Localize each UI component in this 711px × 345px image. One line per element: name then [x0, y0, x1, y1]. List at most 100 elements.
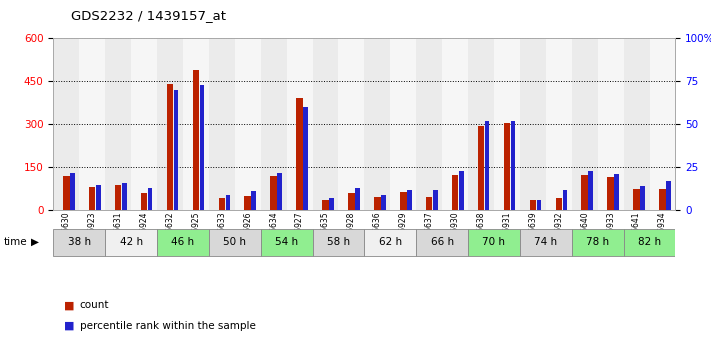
Bar [313, 229, 364, 256]
Bar [89, 187, 95, 210]
Bar [442, 38, 468, 210]
Bar [200, 85, 204, 210]
Bar [277, 172, 282, 210]
Bar [598, 38, 624, 210]
Bar [338, 38, 364, 210]
Bar [105, 229, 157, 256]
Bar [157, 38, 183, 210]
Bar [79, 38, 105, 210]
Text: count: count [80, 300, 109, 310]
Bar [624, 38, 650, 210]
Bar [641, 186, 645, 210]
Bar [225, 195, 230, 210]
Bar [478, 126, 484, 210]
Text: percentile rank within the sample: percentile rank within the sample [80, 321, 255, 331]
Bar [459, 171, 464, 210]
Bar [407, 190, 412, 210]
Bar [287, 38, 313, 210]
Bar [193, 70, 199, 210]
Bar [364, 229, 416, 256]
Text: 50 h: 50 h [223, 237, 246, 247]
Bar [70, 172, 75, 210]
Bar [63, 176, 70, 210]
Text: 82 h: 82 h [638, 237, 661, 247]
Bar [313, 38, 338, 210]
Bar [322, 199, 328, 210]
Bar [96, 185, 101, 210]
Bar [53, 229, 105, 256]
Bar [562, 190, 567, 210]
Bar [537, 200, 541, 210]
Text: 58 h: 58 h [327, 237, 350, 247]
Bar [416, 38, 442, 210]
Bar [468, 229, 520, 256]
Text: GDS2232 / 1439157_at: GDS2232 / 1439157_at [71, 9, 226, 22]
Bar [546, 38, 572, 210]
Bar [433, 190, 437, 210]
Bar [252, 191, 256, 210]
Bar [624, 229, 675, 256]
Bar [572, 229, 624, 256]
Text: ■: ■ [64, 321, 75, 331]
Text: 66 h: 66 h [431, 237, 454, 247]
Bar [348, 193, 355, 210]
Bar [296, 98, 303, 210]
Bar [356, 188, 360, 210]
Bar [173, 90, 178, 210]
Bar [141, 193, 147, 210]
Bar [53, 38, 79, 210]
Bar [452, 175, 459, 210]
Bar [666, 181, 671, 210]
Bar [364, 38, 390, 210]
Bar [520, 38, 546, 210]
Bar [416, 229, 468, 256]
Bar [329, 198, 334, 210]
Bar [218, 197, 225, 210]
Bar [235, 38, 261, 210]
Bar [245, 196, 251, 210]
Bar [390, 38, 416, 210]
Bar [485, 121, 489, 210]
Bar [381, 195, 386, 210]
Bar [659, 189, 665, 210]
Bar [167, 84, 173, 210]
Bar [589, 171, 593, 210]
Bar [148, 188, 152, 210]
Text: 78 h: 78 h [586, 237, 609, 247]
Bar [209, 229, 261, 256]
Bar [582, 175, 588, 210]
Bar [503, 123, 510, 210]
Text: 38 h: 38 h [68, 237, 91, 247]
Bar [494, 38, 520, 210]
Text: 62 h: 62 h [379, 237, 402, 247]
Text: 46 h: 46 h [171, 237, 195, 247]
Bar [607, 177, 614, 210]
Bar [115, 185, 122, 210]
Bar [304, 107, 308, 210]
Bar [530, 200, 536, 210]
Bar [634, 189, 640, 210]
Text: 42 h: 42 h [119, 237, 143, 247]
Text: ■: ■ [64, 300, 75, 310]
Bar [183, 38, 209, 210]
Bar [555, 197, 562, 210]
Bar [122, 183, 127, 210]
Bar [572, 38, 598, 210]
Bar [400, 192, 407, 210]
Bar [468, 38, 494, 210]
Bar [261, 38, 287, 210]
Bar [426, 197, 432, 210]
Bar [650, 38, 675, 210]
Bar [614, 174, 619, 210]
Bar [270, 176, 277, 210]
Bar [105, 38, 131, 210]
Bar [261, 229, 313, 256]
Text: ▶: ▶ [31, 237, 39, 247]
Bar [510, 121, 515, 210]
Text: 74 h: 74 h [534, 237, 557, 247]
Bar [520, 229, 572, 256]
Text: 70 h: 70 h [483, 237, 506, 247]
Text: time: time [4, 237, 27, 247]
Text: 54 h: 54 h [275, 237, 298, 247]
Bar [209, 38, 235, 210]
